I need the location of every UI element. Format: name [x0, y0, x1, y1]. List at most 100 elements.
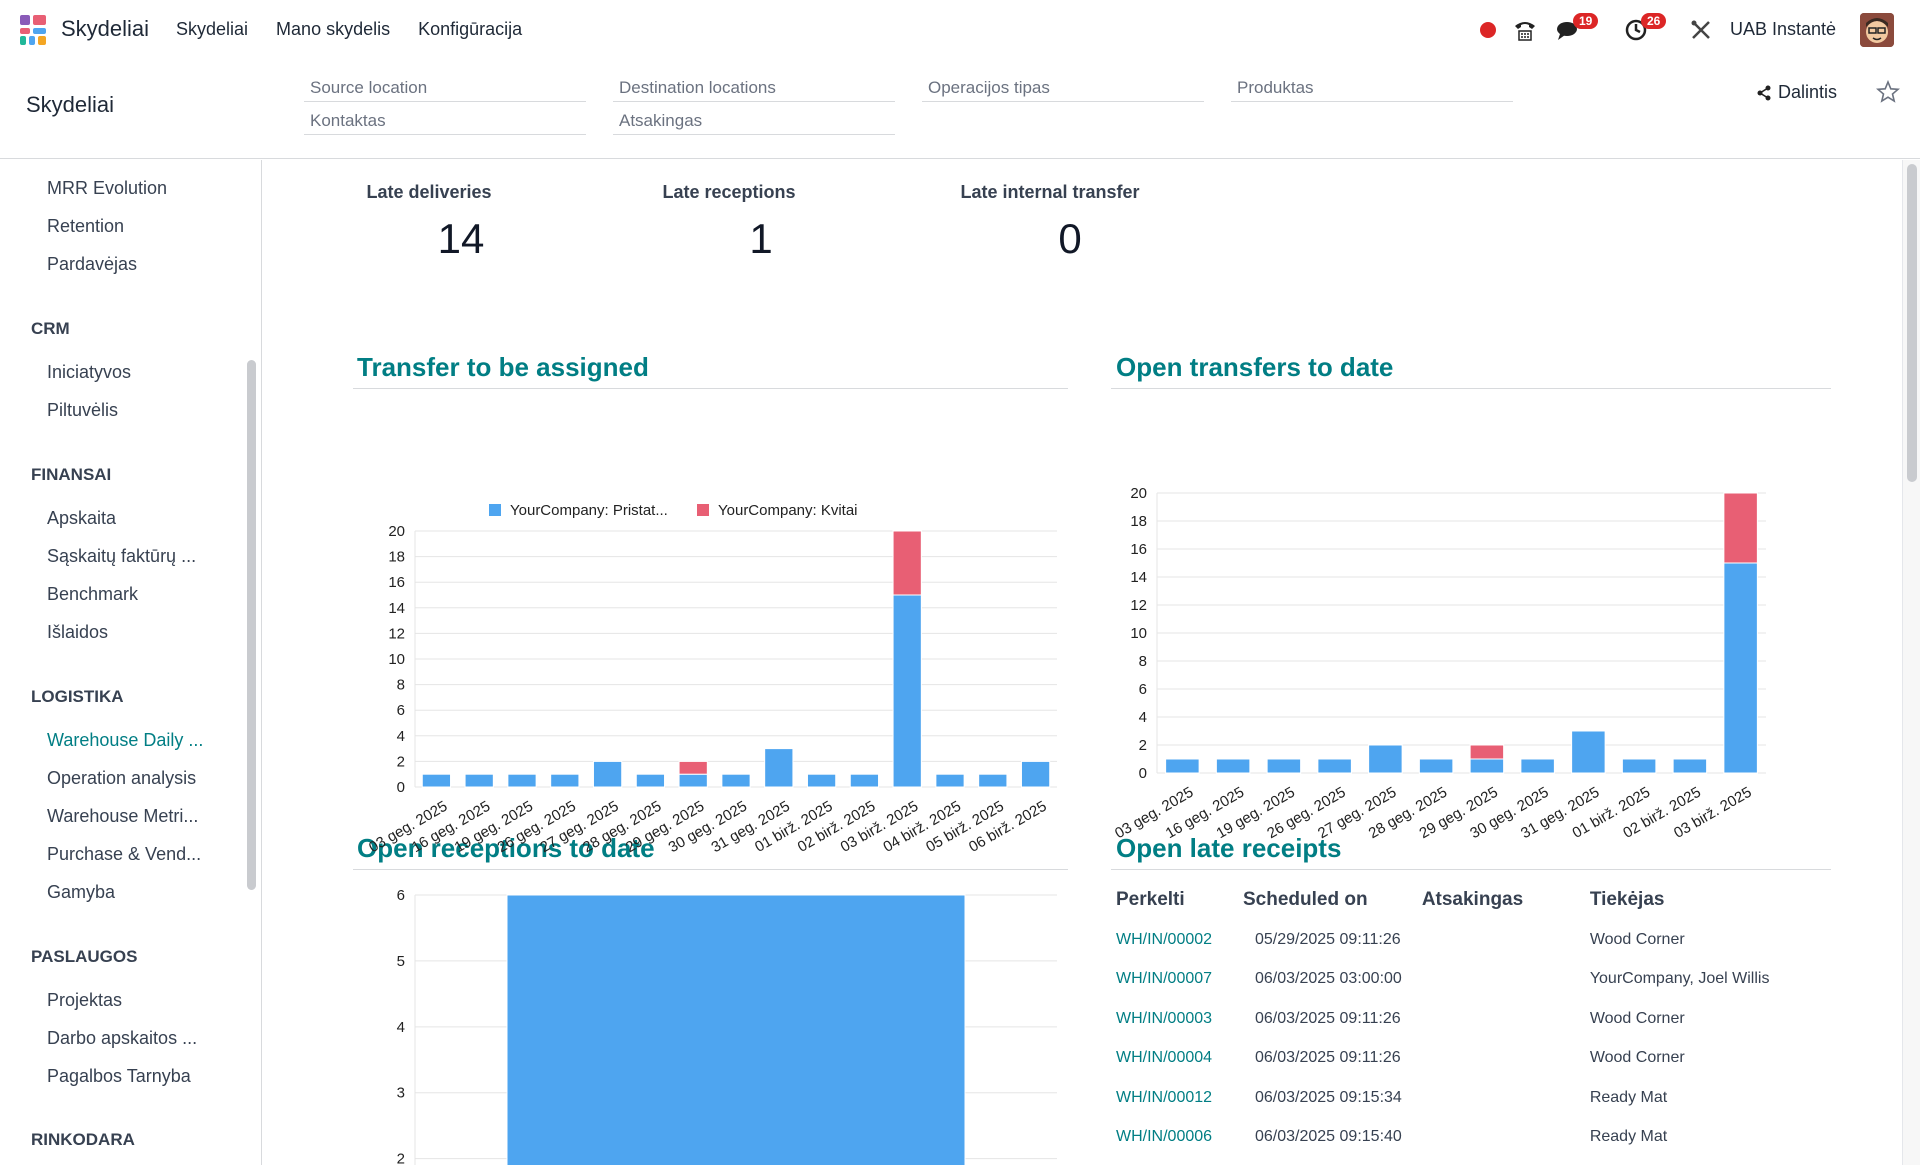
receipt-reference-link[interactable]: WH/IN/00006: [1116, 1128, 1213, 1146]
bar-blue[interactable]: [1520, 758, 1555, 774]
column-header[interactable]: Scheduled on: [1243, 889, 1368, 910]
bar-blue[interactable]: [892, 594, 922, 788]
menu-mano-skydelis[interactable]: Mano skydelis: [276, 19, 391, 39]
table-row[interactable]: WH/IN/00007 06/03/2025 03:00:00 YourCompan…: [1116, 960, 1830, 1000]
bar-blue[interactable]: [1418, 758, 1454, 774]
table-row[interactable]: WH/IN/00002 05/29/2025 09:11:26 Wood Corne…: [1116, 920, 1830, 960]
filter-source-location[interactable]: Source location: [304, 72, 586, 102]
bar-blue[interactable]: [1215, 758, 1251, 774]
bar-blue[interactable]: [978, 773, 1008, 788]
user-avatar[interactable]: [1860, 13, 1894, 47]
sidebar-item-operation-analysis[interactable]: Operation analysis: [47, 768, 197, 788]
share-label: Dalintis: [1778, 82, 1838, 102]
legend-swatch: [697, 504, 709, 516]
table-row[interactable]: WH/IN/00003 06/03/2025 09:11:26 Wood Corne…: [1116, 999, 1830, 1039]
bar-blue[interactable]: [849, 773, 880, 788]
filter-atsakingas[interactable]: Atsakingas: [613, 105, 895, 135]
filter-kontaktas[interactable]: Kontaktas: [304, 105, 586, 135]
sidebar-item-apskaita[interactable]: Apskaita: [47, 508, 117, 528]
bar-red[interactable]: [892, 530, 922, 596]
bar-blue[interactable]: [464, 773, 494, 788]
app-name[interactable]: Skydeliai: [61, 16, 150, 41]
table-row[interactable]: WH/IN/00012 06/03/2025 09:15:34 Ready Mat: [1116, 1078, 1830, 1118]
company-switcher[interactable]: UAB Instantė: [1730, 19, 1837, 39]
y-tick-label: 16: [388, 574, 405, 591]
bar-blue[interactable]: [678, 773, 708, 788]
bar-blue[interactable]: [1317, 758, 1352, 774]
bar-red[interactable]: [678, 760, 708, 775]
column-header[interactable]: Perkelti: [1116, 889, 1185, 910]
table-row[interactable]: WH/IN/00006 06/03/2025 09:15:40 Ready Mat: [1116, 1118, 1830, 1158]
bar-blue[interactable]: [1621, 758, 1657, 774]
receipt-reference-link[interactable]: WH/IN/00012: [1116, 1088, 1213, 1106]
phone-icon[interactable]: [1513, 18, 1537, 42]
filter-produktas[interactable]: Produktas: [1231, 72, 1513, 102]
bar-red[interactable]: [1723, 492, 1758, 564]
tools-icon[interactable]: [1690, 19, 1712, 41]
sidebar-item-mrr-evolution[interactable]: MRR Evolution: [47, 178, 168, 198]
sidebar-item-warehouse-daily[interactable]: Warehouse Daily ...: [47, 730, 204, 750]
sidebar-item-gamyba[interactable]: Gamyba: [47, 882, 116, 902]
receipt-reference-link[interactable]: WH/IN/00004: [1116, 1049, 1213, 1067]
bar-blue[interactable]: [1723, 562, 1758, 774]
bar-red[interactable]: [1469, 744, 1505, 760]
bar-blue[interactable]: [806, 773, 837, 788]
bar-blue[interactable]: [1672, 758, 1708, 774]
responsible: [1422, 920, 1590, 960]
table-row[interactable]: WH/IN/00004 06/03/2025 09:11:26 Wood Corne…: [1116, 1039, 1830, 1079]
main-scrollbar-thumb[interactable]: [1907, 164, 1917, 482]
bar-blue[interactable]: [1165, 758, 1200, 774]
receipt-reference-link[interactable]: WH/IN/00003: [1116, 1009, 1213, 1027]
bar-blue[interactable]: [507, 773, 537, 788]
filter-operacijos-tipas[interactable]: Operacijos tipas: [922, 72, 1204, 102]
sidebar-item-pagalbos-tarnyba[interactable]: Pagalbos Tarnyba: [47, 1066, 191, 1086]
bar-blue[interactable]: [935, 773, 965, 788]
filter-destination-locations[interactable]: Destination locations: [613, 72, 895, 102]
recording-dot-icon[interactable]: [1479, 21, 1497, 39]
activities-clock-icon[interactable]: 26: [1624, 13, 1667, 42]
legend-label[interactable]: YourCompany: Pristat...: [510, 502, 668, 519]
sidebar-item-benchmark[interactable]: Benchmark: [47, 584, 139, 604]
sidebar-item-pardavejas[interactable]: Pardavėjas: [47, 254, 138, 274]
legend-label[interactable]: YourCompany: Kvitai: [718, 502, 858, 519]
kpi-label: Late deliveries: [366, 182, 492, 202]
scheduled-date: 06/03/2025 09:15:34: [1255, 1088, 1402, 1106]
bar-blue[interactable]: [550, 773, 580, 788]
bar-blue[interactable]: [1368, 744, 1403, 774]
sidebar-item-projektas[interactable]: Projektas: [47, 990, 123, 1010]
bar-blue[interactable]: [1020, 760, 1051, 788]
apps-menu-icon[interactable]: [20, 15, 50, 45]
share-button[interactable]: Dalintis: [1756, 82, 1837, 103]
star-icon[interactable]: [1876, 80, 1900, 104]
receipt-reference-link[interactable]: WH/IN/00007: [1116, 970, 1213, 988]
menu-konfiguracija[interactable]: Konfigūracija: [418, 19, 523, 39]
sidebar-item-purchase-vendor[interactable]: Purchase & Vend...: [47, 844, 202, 864]
menu-skydeliai[interactable]: Skydeliai: [176, 19, 249, 39]
y-tick-label: 6: [1139, 681, 1147, 698]
bar-blue[interactable]: [1266, 758, 1302, 774]
messages-icon[interactable]: 19: [1556, 13, 1599, 42]
sidebar-item-piltuvelis[interactable]: Piltuvėlis: [47, 400, 119, 420]
bar-blue[interactable]: [1571, 730, 1606, 774]
bar-blue[interactable]: [764, 748, 794, 788]
sidebar-item-retention[interactable]: Retention: [47, 216, 125, 236]
sidebar-scrollbar[interactable]: [247, 360, 256, 890]
responsible: [1422, 999, 1590, 1039]
y-tick-label: 4: [397, 1019, 405, 1036]
bar-blue[interactable]: [592, 760, 623, 788]
sidebar-item-islaidos[interactable]: Išlaidos: [47, 622, 109, 642]
bar-blue[interactable]: [421, 773, 452, 788]
receipt-reference-link[interactable]: WH/IN/00002: [1116, 930, 1213, 948]
bar-blue[interactable]: [506, 894, 966, 1165]
sidebar-item-darbo-apskaitos[interactable]: Darbo apskaitos ...: [47, 1028, 198, 1048]
sidebar-item-iniciatyvos[interactable]: Iniciatyvos: [47, 362, 132, 382]
main-scrollbar[interactable]: [1902, 160, 1920, 1165]
column-header[interactable]: Tiekėjas: [1589, 889, 1665, 910]
sidebar-item-saskaitu-fakturu[interactable]: Sąskaitų faktūrų ...: [47, 546, 197, 566]
bar-blue[interactable]: [635, 773, 666, 788]
sidebar-item-warehouse-metrics[interactable]: Warehouse Metri...: [47, 806, 199, 826]
column-header[interactable]: Atsakingas: [1421, 889, 1524, 910]
bar-blue[interactable]: [721, 773, 751, 788]
bar-blue[interactable]: [1469, 758, 1505, 774]
